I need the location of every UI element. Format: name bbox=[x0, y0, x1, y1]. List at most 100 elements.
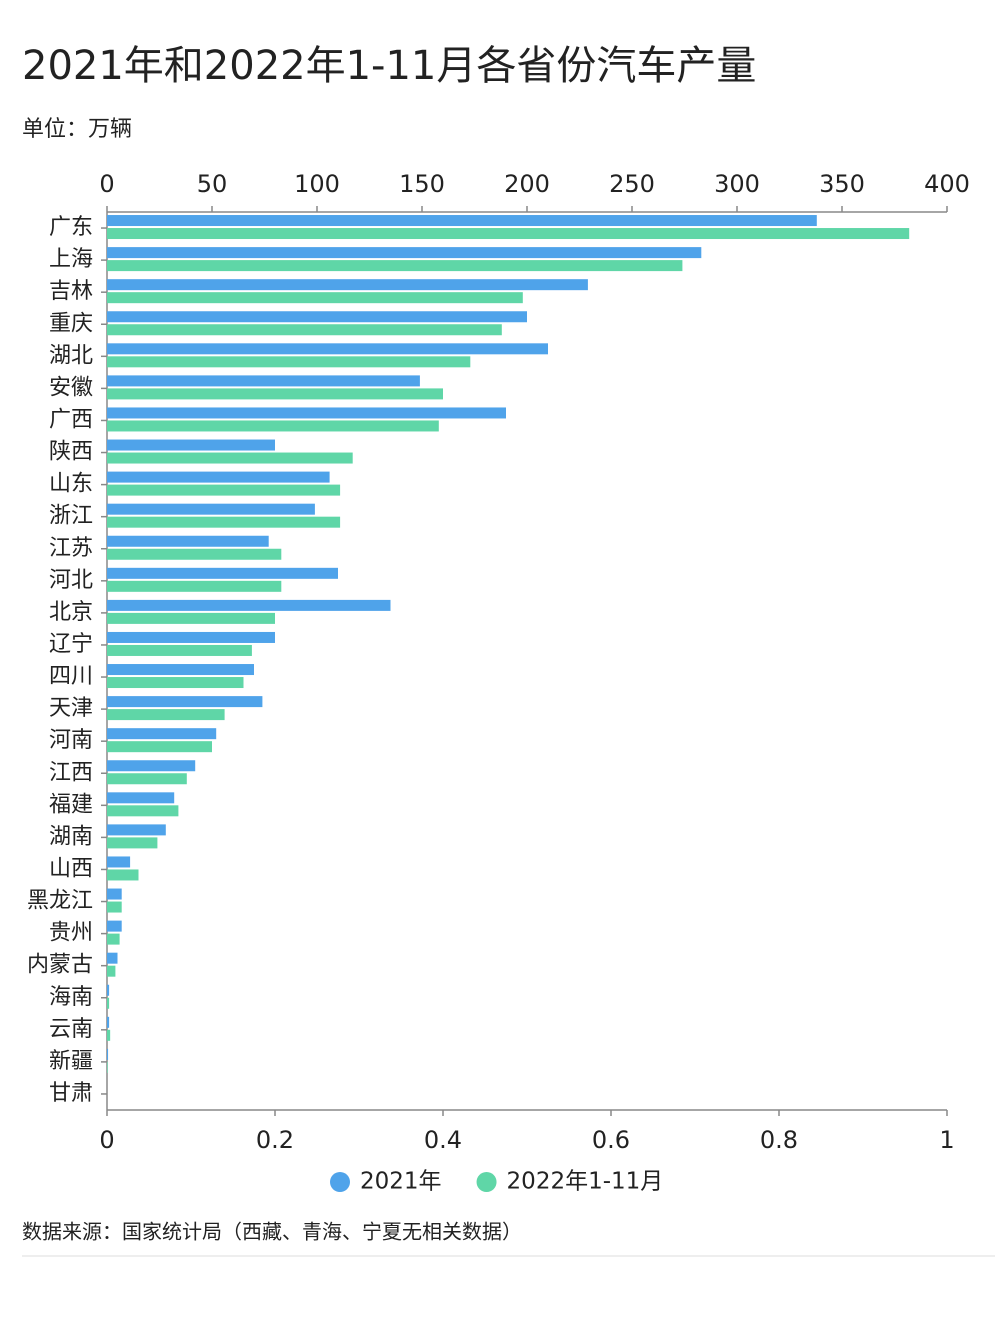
chart-subtitle: 单位：万辆 bbox=[22, 117, 132, 142]
y-tick-label: 云南 bbox=[49, 1017, 93, 1042]
source-note: 数据来源：国家统计局（西藏、青海、宁夏无相关数据） bbox=[22, 1220, 522, 1244]
bar bbox=[107, 869, 139, 881]
y-tick-label: 河南 bbox=[49, 728, 93, 753]
x2-tick-label: 0.2 bbox=[256, 1126, 294, 1154]
y-tick-label: 新疆 bbox=[49, 1049, 93, 1074]
y-tick-label: 山西 bbox=[49, 856, 93, 881]
bar bbox=[107, 792, 175, 804]
bar bbox=[107, 247, 702, 259]
bar bbox=[107, 471, 330, 483]
bar bbox=[107, 631, 275, 643]
x-tick-label: 400 bbox=[924, 170, 970, 198]
bar bbox=[107, 612, 275, 624]
bar bbox=[107, 773, 187, 785]
legend-marker bbox=[476, 1172, 497, 1192]
chart-title: 2021年和2022年1-11月各省份汽车产量 bbox=[22, 43, 756, 89]
x-tick-label: 50 bbox=[197, 170, 228, 198]
bar bbox=[107, 292, 523, 304]
legend-marker bbox=[330, 1172, 350, 1192]
x2-tick-label: 0.6 bbox=[592, 1126, 630, 1154]
y-tick-label: 海南 bbox=[49, 985, 93, 1010]
y-tick-label: 黑龙江 bbox=[27, 889, 93, 914]
bar bbox=[107, 228, 910, 240]
y-tick-label: 广西 bbox=[49, 407, 93, 432]
bar bbox=[107, 741, 212, 753]
bar bbox=[107, 420, 439, 432]
bar bbox=[107, 696, 263, 708]
bar bbox=[107, 279, 588, 291]
y-tick-label: 福建 bbox=[49, 792, 93, 817]
bar bbox=[107, 311, 527, 323]
bar bbox=[107, 516, 341, 528]
x-tick-label: 300 bbox=[714, 170, 760, 198]
y-tick-label: 江西 bbox=[49, 760, 93, 785]
bar bbox=[107, 952, 118, 964]
bar bbox=[107, 260, 683, 272]
bar bbox=[107, 664, 254, 676]
y-tick-label: 安徽 bbox=[49, 375, 93, 400]
bar bbox=[107, 1029, 111, 1041]
y-tick-label: 江苏 bbox=[49, 536, 93, 561]
x2-tick-label: 0.4 bbox=[424, 1126, 462, 1154]
bar bbox=[107, 439, 275, 451]
bar bbox=[107, 837, 158, 849]
legend-label: 2021年 bbox=[360, 1169, 442, 1195]
y-tick-label: 吉林 bbox=[49, 279, 93, 304]
y-tick-label: 甘肃 bbox=[49, 1081, 93, 1106]
bar bbox=[107, 728, 217, 740]
x-tick-label: 100 bbox=[294, 170, 340, 198]
y-tick-label: 重庆 bbox=[49, 311, 93, 336]
bar bbox=[107, 215, 817, 227]
x2-tick-label: 1 bbox=[939, 1126, 954, 1154]
bar bbox=[107, 901, 122, 913]
bar bbox=[107, 535, 269, 547]
bar bbox=[107, 548, 282, 560]
y-tick-label: 陕西 bbox=[49, 440, 93, 465]
bar bbox=[107, 503, 315, 515]
x-tick-label: 200 bbox=[504, 170, 550, 198]
bar bbox=[107, 343, 548, 355]
bar bbox=[107, 644, 252, 656]
bar bbox=[107, 375, 420, 387]
x-tick-label: 250 bbox=[609, 170, 655, 198]
bar bbox=[107, 824, 166, 836]
x-tick-label: 150 bbox=[399, 170, 445, 198]
legend-label: 2022年1-11月 bbox=[507, 1169, 664, 1195]
bar bbox=[107, 1016, 110, 1028]
y-tick-label: 湖南 bbox=[49, 824, 93, 849]
y-tick-label: 山东 bbox=[49, 472, 93, 497]
bar bbox=[107, 805, 179, 817]
bar bbox=[107, 407, 506, 419]
bar bbox=[107, 452, 353, 464]
y-tick-label: 广东 bbox=[49, 215, 93, 240]
bar bbox=[107, 484, 341, 496]
bar bbox=[107, 997, 110, 1009]
y-tick-label: 上海 bbox=[49, 247, 93, 272]
y-tick-label: 四川 bbox=[49, 664, 93, 689]
y-tick-label: 辽宁 bbox=[49, 632, 93, 657]
bar bbox=[107, 388, 443, 400]
bar bbox=[107, 984, 110, 996]
bar bbox=[107, 1048, 109, 1060]
y-tick-label: 北京 bbox=[49, 600, 93, 625]
y-tick-label: 浙江 bbox=[49, 504, 93, 529]
bar bbox=[107, 920, 122, 932]
y-tick-label: 河北 bbox=[49, 568, 93, 593]
x-tick-label: 0 bbox=[99, 170, 114, 198]
y-tick-label: 内蒙古 bbox=[27, 953, 93, 978]
bar bbox=[107, 965, 116, 977]
bar bbox=[107, 888, 122, 900]
y-tick-label: 贵州 bbox=[49, 921, 93, 946]
y-tick-label: 天津 bbox=[49, 696, 93, 721]
bar bbox=[107, 933, 120, 945]
bar bbox=[107, 856, 131, 868]
bar bbox=[107, 677, 244, 689]
bar bbox=[107, 709, 225, 721]
bar bbox=[107, 1061, 108, 1073]
bar bbox=[107, 567, 338, 579]
x2-tick-label: 0 bbox=[99, 1126, 114, 1154]
bar bbox=[107, 324, 502, 336]
x-tick-label: 350 bbox=[819, 170, 865, 198]
x2-tick-label: 0.8 bbox=[760, 1126, 798, 1154]
